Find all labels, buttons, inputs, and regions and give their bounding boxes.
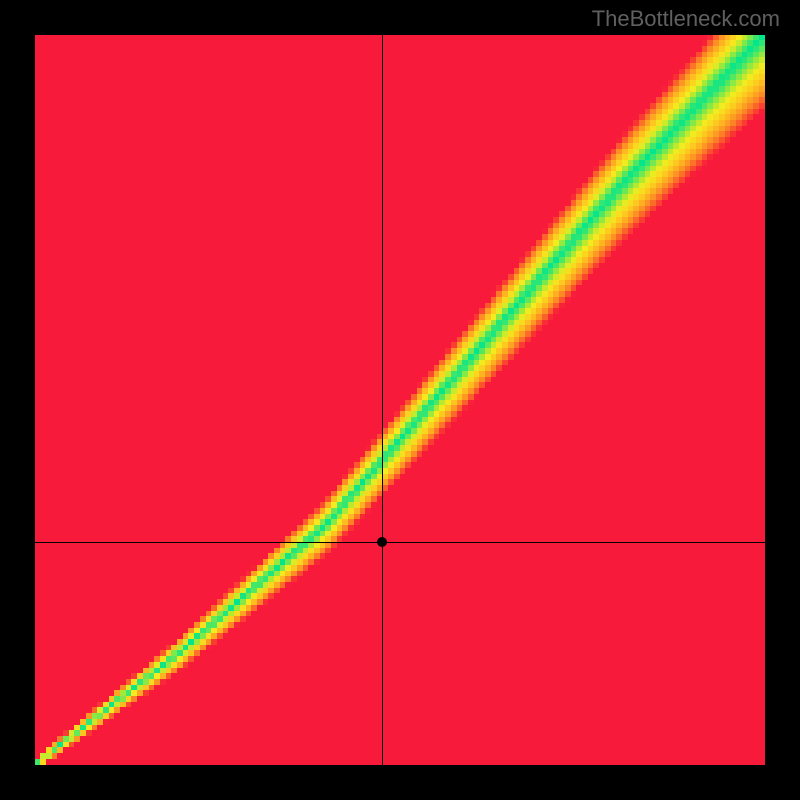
plot-area bbox=[35, 35, 765, 765]
chart-container: TheBottleneck.com bbox=[0, 0, 800, 800]
crosshair-vertical bbox=[382, 35, 383, 765]
crosshair-horizontal bbox=[35, 542, 765, 543]
watermark-text: TheBottleneck.com bbox=[592, 6, 780, 32]
crosshair-marker bbox=[377, 537, 387, 547]
heatmap-canvas bbox=[35, 35, 765, 765]
